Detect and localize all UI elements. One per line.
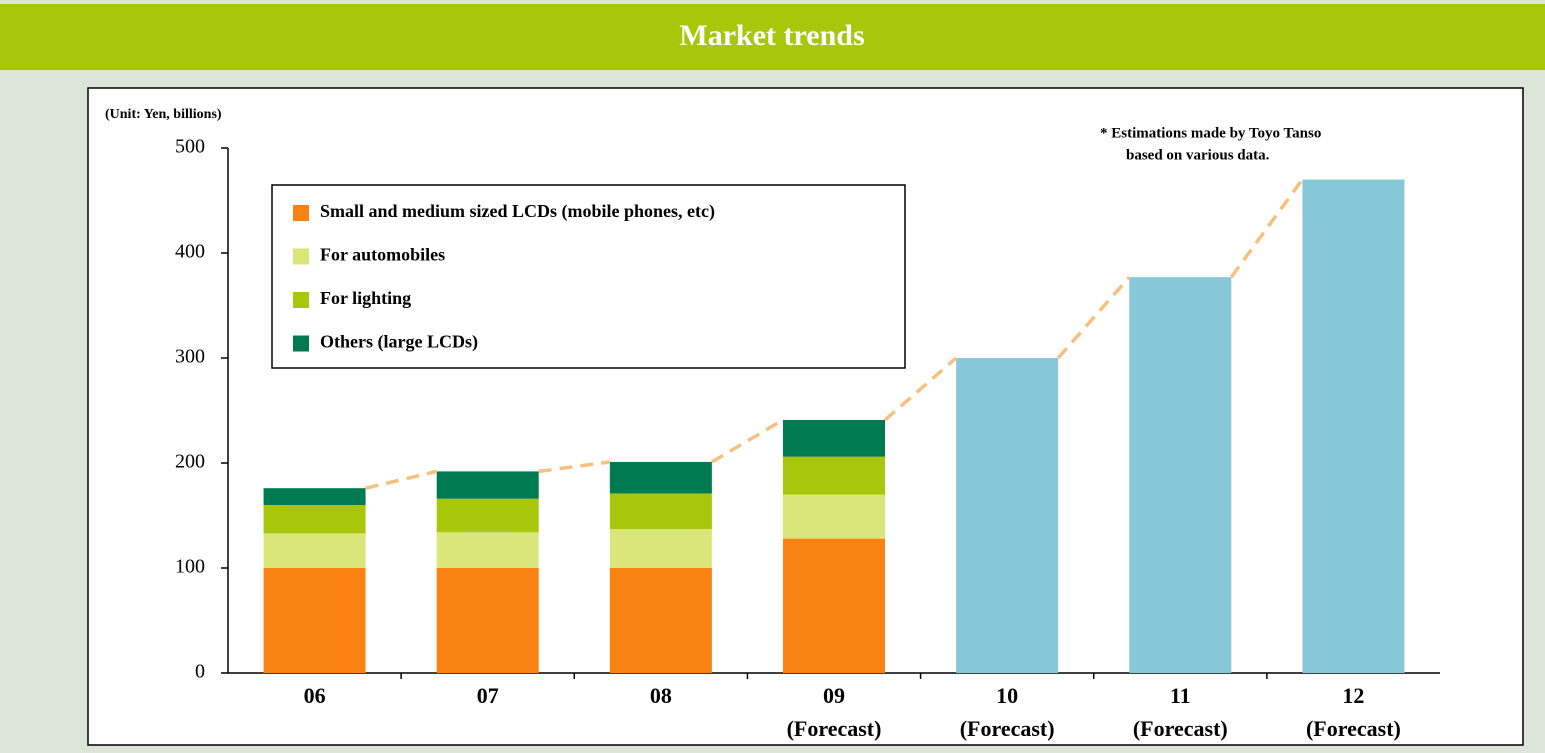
- legend-label: For lighting: [320, 288, 411, 308]
- bar-segment: [436, 568, 539, 673]
- x-tick-label: 08: [650, 683, 672, 708]
- legend-swatch: [293, 205, 309, 221]
- x-tick-note: (Forecast): [787, 716, 882, 741]
- y-tick-label: 100: [175, 556, 205, 578]
- trend-line: [538, 460, 611, 474]
- bar-segment: [436, 532, 539, 568]
- trend-line: [1056, 275, 1131, 360]
- bar-segment: [263, 505, 366, 534]
- legend-swatch: [293, 248, 309, 265]
- bar-segment: [1302, 179, 1405, 673]
- x-tick-note: (Forecast): [960, 716, 1055, 741]
- bar-segment: [609, 568, 712, 673]
- trend-line: [710, 418, 784, 464]
- y-tick-label: 200: [175, 451, 205, 473]
- bar-segment: [783, 494, 885, 539]
- x-tick-label: 07: [477, 683, 499, 708]
- legend-box: [271, 184, 906, 369]
- legend-label: Small and medium sized LCDs (mobile phon…: [320, 201, 715, 222]
- y-tick-label: 500: [175, 136, 205, 158]
- trend-line: [365, 469, 438, 490]
- bar-segment: [609, 461, 712, 494]
- legend-label: Others (large LCDs): [320, 332, 478, 353]
- x-tick-label: 06: [304, 683, 326, 708]
- bar-segment: [263, 533, 366, 568]
- x-tick-label: 09: [823, 683, 845, 708]
- y-tick-label: 400: [175, 241, 205, 263]
- note: based on various data.: [1126, 147, 1270, 163]
- axis-unit: (Unit: Yen, billions): [105, 107, 222, 122]
- x-tick-label: 11: [1170, 683, 1191, 708]
- bar-segment: [783, 456, 885, 495]
- bar-segment: [1129, 277, 1232, 673]
- bar-segment: [609, 529, 712, 568]
- bar-segment: [436, 498, 539, 533]
- trend-line: [883, 356, 958, 422]
- legend-swatch: [293, 335, 309, 352]
- y-tick-label: 300: [175, 346, 205, 368]
- bar-segment: [783, 538, 885, 673]
- note: * Estimations made by Toyo Tanso: [1100, 125, 1321, 141]
- x-tick-note: (Forecast): [1133, 716, 1228, 741]
- y-tick-label: 0: [195, 661, 205, 683]
- header-bar: [0, 4, 1545, 70]
- bar-segment: [609, 493, 712, 530]
- bar-segment: [436, 471, 539, 499]
- x-tick-label: 12: [1342, 683, 1364, 708]
- x-tick-label: 10: [996, 683, 1018, 708]
- bar-segment: [783, 419, 885, 457]
- legend-swatch: [293, 292, 309, 308]
- legend-label: For automobiles: [320, 245, 445, 265]
- x-tick-note: (Forecast): [1306, 716, 1401, 741]
- bar-segment: [263, 568, 366, 673]
- page-title: Market trends: [679, 19, 864, 52]
- bar-segment: [263, 488, 366, 505]
- bar-segment: [956, 358, 1059, 673]
